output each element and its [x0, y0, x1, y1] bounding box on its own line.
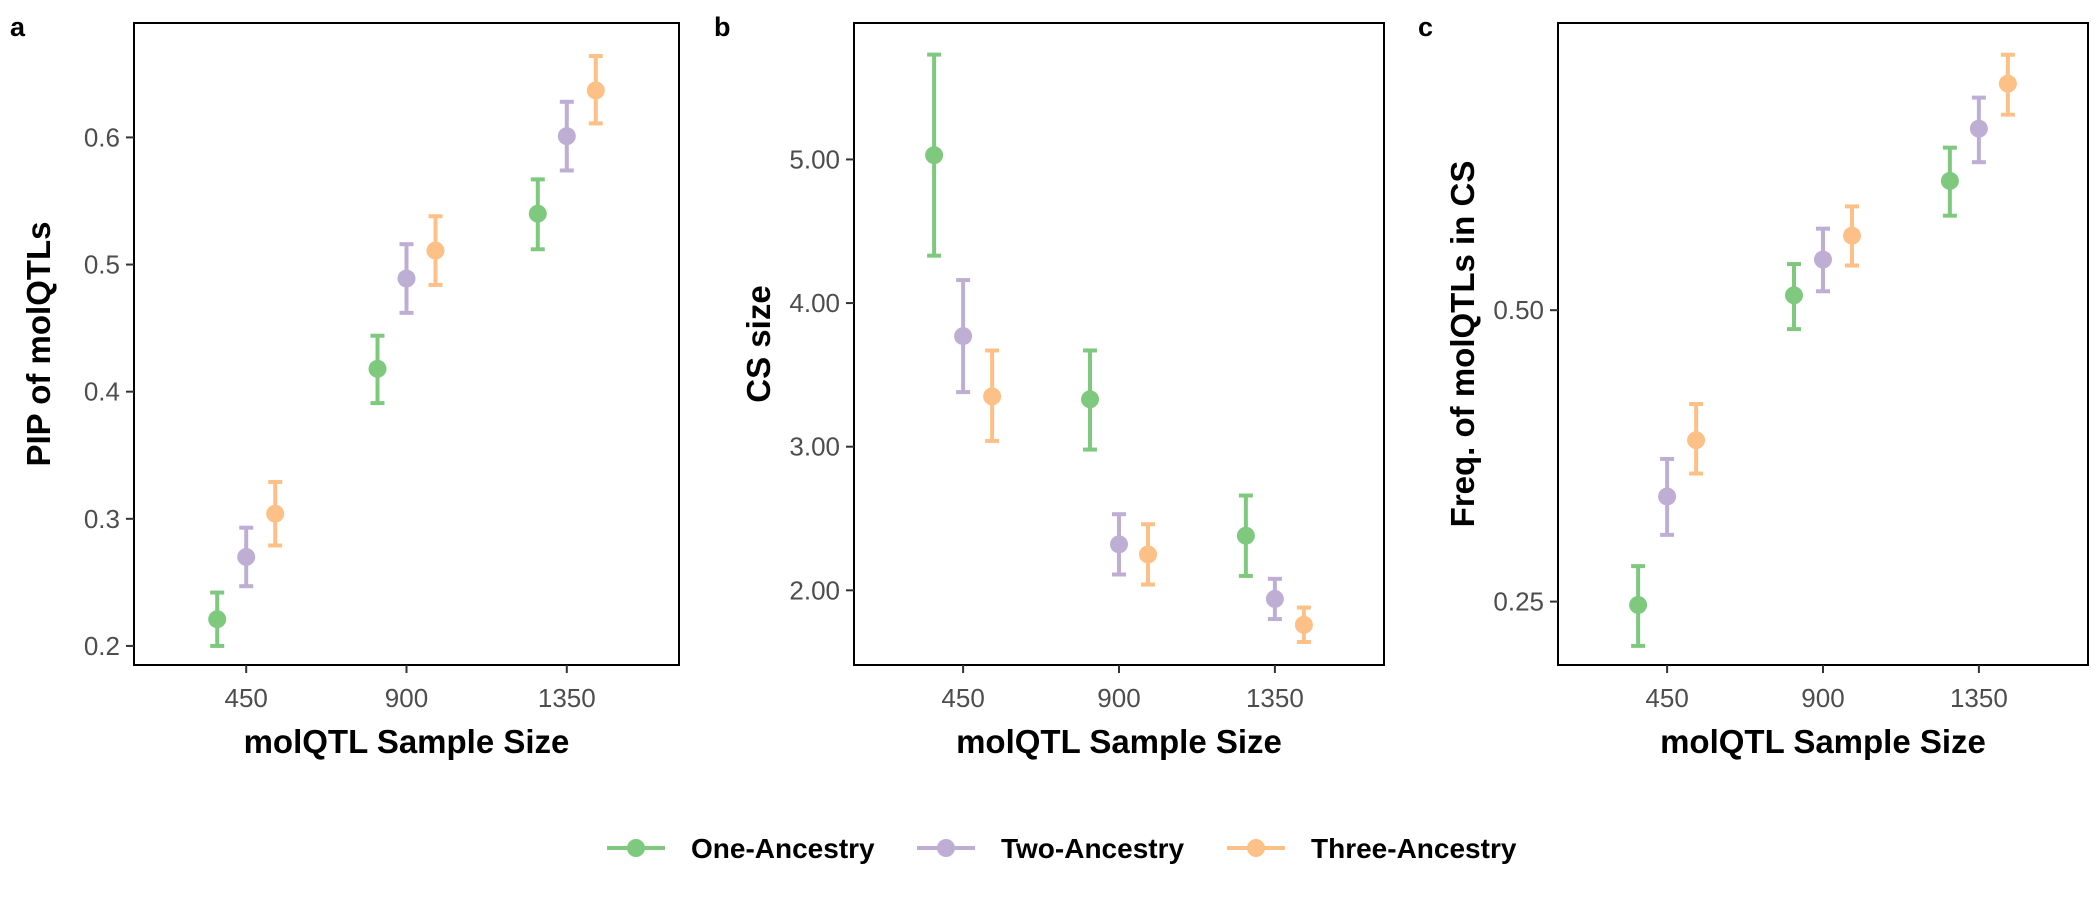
- series-one-ancestry: [1629, 145, 1959, 648]
- data-point: [426, 241, 445, 260]
- x-tick-label: 450: [1645, 683, 1688, 713]
- series-two-ancestry: [1658, 95, 1988, 537]
- data-point: [1110, 535, 1128, 554]
- series-three-ancestry: [266, 54, 605, 548]
- data-point: [1236, 526, 1255, 545]
- data-point: [368, 359, 387, 378]
- legend-item: Three-Ancestry: [1227, 833, 1517, 864]
- series-two-ancestry: [954, 278, 1284, 622]
- data-point: [1814, 250, 1832, 269]
- legend: One-Ancestry Two-Ancestry Three-Ancestry: [607, 833, 1517, 864]
- data-point: [1265, 589, 1284, 608]
- y-tick-label: 0.6: [84, 122, 120, 152]
- legend-item: Two-Ancestry: [917, 833, 1184, 864]
- y-tick-label: 2.00: [789, 575, 840, 605]
- panel-c: c 0.25 0.50 450 900 1350 molQTL Sample Size Fre…: [1418, 12, 2089, 760]
- series-two-ancestry: [237, 99, 576, 589]
- y-axis-title: PIP of molQTLs: [20, 221, 57, 466]
- y-axis-title: CS size: [740, 285, 777, 402]
- panel-b: b 2.00 3.00 4.00 5.00 450 900 1350 molQTL Sample…: [714, 12, 1385, 760]
- panel-a: a 0.2 0.3 0.4 0.5 0.6 450 900 1350 molQTL Sample …: [10, 12, 680, 760]
- series-three-ancestry: [983, 348, 1313, 645]
- data-point: [1785, 286, 1803, 305]
- panel-letter: a: [10, 12, 26, 42]
- y-tick-label: 0.50: [1493, 295, 1544, 325]
- data-point: [266, 504, 285, 523]
- y-tick-label: 3.00: [789, 432, 840, 462]
- data-point: [1843, 226, 1861, 245]
- y-tick-label: 0.4: [84, 377, 120, 407]
- panel-letter: c: [1418, 12, 1433, 42]
- y-tick-label: 0.3: [84, 504, 120, 534]
- data-point: [528, 204, 547, 223]
- x-axis-title: molQTL Sample Size: [244, 723, 570, 760]
- data-point: [557, 127, 576, 146]
- y-axis-title: Freq. of molQTLs in CS: [1444, 161, 1481, 528]
- data-point: [1940, 171, 1959, 190]
- data-point: [1998, 74, 2017, 93]
- data-point: [1658, 487, 1677, 506]
- x-tick-label: 1350: [1246, 683, 1304, 713]
- x-tick-label: 450: [941, 683, 984, 713]
- y-tick-label: 5.00: [789, 144, 840, 174]
- legend-marker: [1247, 839, 1265, 857]
- series-one-ancestry: [925, 52, 1255, 578]
- data-point: [397, 269, 416, 288]
- panel-letter: b: [714, 12, 731, 42]
- x-tick-label: 900: [1097, 683, 1140, 713]
- x-tick-label: 1350: [1950, 683, 2008, 713]
- legend-marker: [937, 839, 955, 857]
- y-tick-label: 0.25: [1493, 587, 1544, 617]
- legend-item: One-Ancestry: [607, 833, 875, 864]
- data-point: [925, 146, 944, 165]
- series-one-ancestry: [208, 177, 547, 648]
- x-axis-title: molQTL Sample Size: [956, 723, 1282, 760]
- legend-label: One-Ancestry: [691, 833, 875, 864]
- panels: a 0.2 0.3 0.4 0.5 0.6 450 900 1350 molQTL Sample …: [10, 12, 2089, 760]
- x-tick-label: 900: [1801, 683, 1844, 713]
- legend-marker: [627, 839, 645, 857]
- legend-label: Three-Ancestry: [1311, 833, 1517, 864]
- data-point: [954, 327, 973, 346]
- data-point: [237, 547, 256, 566]
- data-point: [1139, 545, 1157, 564]
- x-axis-title: molQTL Sample Size: [1660, 723, 1986, 760]
- data-point: [1687, 431, 1706, 450]
- legend-label: Two-Ancestry: [1001, 833, 1184, 864]
- data-point: [1969, 119, 1988, 138]
- y-tick-label: 0.2: [84, 631, 120, 661]
- data-point: [1294, 615, 1313, 634]
- data-point: [1081, 390, 1099, 409]
- series-three-ancestry: [1687, 52, 2017, 476]
- y-tick-label: 4.00: [789, 288, 840, 318]
- y-tick-label: 0.5: [84, 250, 120, 280]
- x-tick-label: 900: [385, 683, 428, 713]
- data-point: [208, 610, 227, 629]
- x-tick-label: 450: [225, 683, 268, 713]
- data-point: [1629, 595, 1648, 614]
- data-point: [586, 81, 605, 100]
- x-tick-label: 1350: [538, 683, 596, 713]
- data-point: [983, 387, 1002, 406]
